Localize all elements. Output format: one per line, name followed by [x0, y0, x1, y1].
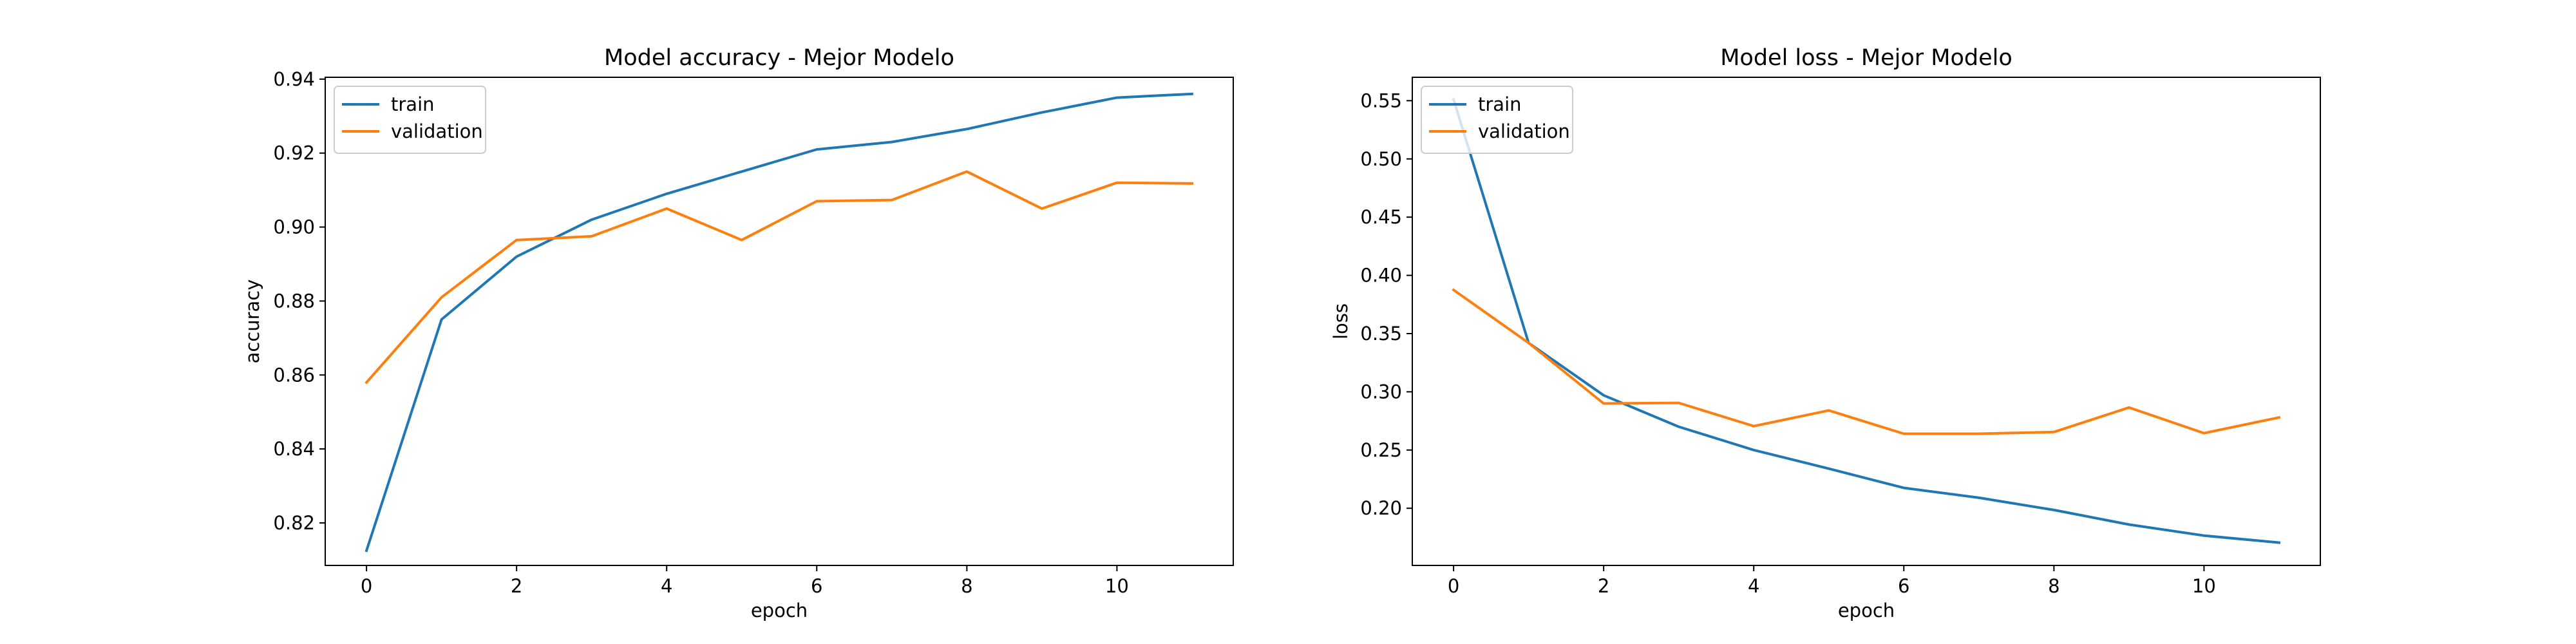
accuracy-y-tick-label: 0.94 [273, 68, 315, 90]
accuracy-x-tick-label: 8 [961, 575, 972, 597]
loss-series-lines [1452, 97, 2281, 544]
loss-series-train-line [1452, 97, 2281, 544]
accuracy-x-tick-label: 2 [511, 575, 522, 597]
loss-y-axis-label: loss [1330, 303, 1352, 339]
accuracy-x-tick-label: 0 [361, 575, 372, 597]
loss-y-tick-label: 0.40 [1360, 265, 1402, 287]
accuracy-series-validation-line [365, 170, 1193, 384]
loss-x-tick-label: 2 [1598, 575, 1609, 597]
accuracy-chart: Model accuracy - Mejor Modelo epoch accu… [242, 45, 1234, 621]
accuracy-y-tick-label: 0.86 [273, 364, 315, 386]
accuracy-y-tick-label: 0.84 [273, 438, 315, 460]
accuracy-x-tick-label: 10 [1105, 575, 1129, 597]
loss-legend-label-validation: validation [1478, 120, 1570, 142]
loss-x-axis-label: epoch [1838, 600, 1895, 621]
accuracy-legend: train validation [334, 86, 486, 154]
loss-x-tick-label: 4 [1748, 575, 1759, 597]
loss-x-tick-label: 0 [1448, 575, 1459, 597]
loss-x-tick-label: 6 [1898, 575, 1909, 597]
loss-plot-frame [1412, 77, 2321, 566]
loss-chart: Model loss - Mejor Modelo epoch loss 0 2 4… [1330, 45, 2321, 621]
accuracy-y-tick-label: 0.82 [273, 512, 315, 534]
accuracy-series-lines [365, 92, 1193, 553]
accuracy-ticks: 0 2 4 6 8 10 0.82 0.84 0.86 0.88 0.90 0.92 0.94 [273, 68, 1128, 597]
accuracy-x-axis-label: epoch [751, 600, 808, 621]
accuracy-chart-title: Model accuracy - Mejor Modelo [604, 45, 954, 71]
accuracy-series-train-line [365, 92, 1193, 553]
loss-y-tick-label: 0.20 [1360, 497, 1402, 519]
accuracy-y-axis-label: accuracy [242, 279, 263, 364]
loss-ticks: 0 2 4 6 8 10 0.20 0.25 0.30 0.35 0.40 0.45 0.50 0.55 [1360, 90, 2215, 597]
loss-y-tick-label: 0.55 [1360, 90, 1402, 111]
loss-series-validation-line [1452, 288, 2281, 435]
accuracy-y-tick-label: 0.90 [273, 216, 315, 238]
loss-chart-title: Model loss - Mejor Modelo [1720, 45, 2012, 71]
loss-y-tick-label: 0.25 [1360, 439, 1402, 461]
loss-y-tick-label: 0.35 [1360, 323, 1402, 345]
accuracy-y-tick-label: 0.88 [273, 290, 315, 312]
loss-y-tick-label: 0.45 [1360, 206, 1402, 228]
accuracy-legend-label-train: train [391, 93, 435, 115]
loss-x-tick-label: 10 [2192, 575, 2216, 597]
accuracy-y-tick-label: 0.92 [273, 142, 315, 164]
accuracy-legend-label-validation: validation [391, 120, 483, 142]
loss-x-tick-label: 8 [2048, 575, 2060, 597]
loss-y-tick-label: 0.30 [1360, 381, 1402, 402]
accuracy-x-tick-label: 4 [661, 575, 672, 597]
accuracy-x-tick-label: 6 [811, 575, 822, 597]
loss-legend: train validation [1421, 86, 1573, 154]
loss-y-tick-label: 0.50 [1360, 148, 1402, 170]
loss-legend-label-train: train [1478, 93, 1522, 115]
accuracy-plot-frame [325, 77, 1234, 566]
